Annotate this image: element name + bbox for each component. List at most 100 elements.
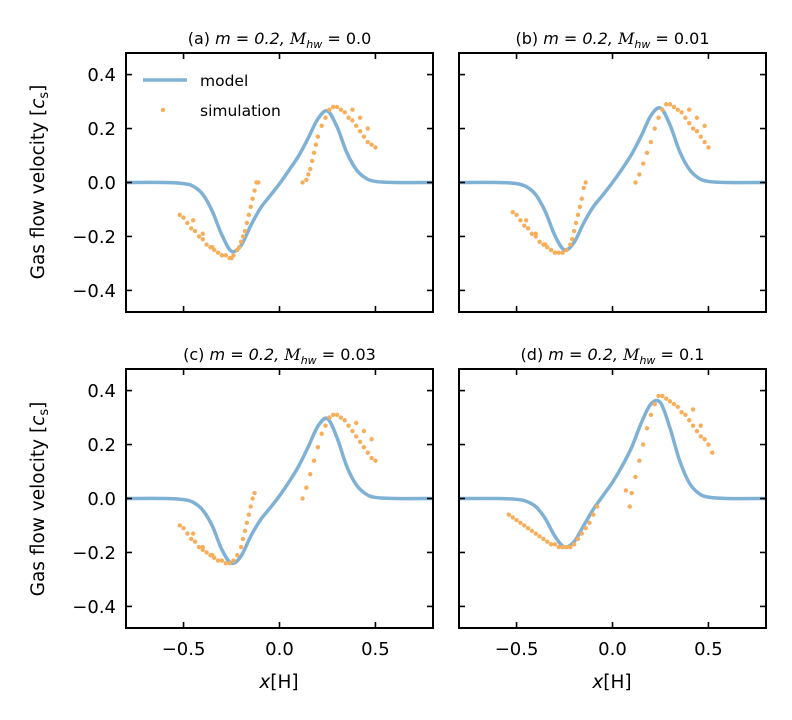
panel-d-sim-point	[533, 531, 538, 536]
panel-b-model-line	[459, 105, 766, 252]
panel-c-sim-point	[244, 520, 250, 525]
panel-d: −0.5 0.0 0.5 (d) m = 0.2, Mhw = 0.1	[458, 345, 767, 660]
x-axis-label-right: x[H]	[591, 672, 631, 693]
x-tick-label: −0.5	[495, 639, 539, 660]
panel-b-sim-point	[573, 220, 579, 226]
panel-c-sim-point	[354, 420, 359, 426]
y-axis-label-top: Gas flow velocity [cs]	[28, 85, 52, 280]
panel-d-sim-point	[564, 544, 569, 550]
panel-d-sim-point	[537, 534, 542, 539]
title-part: hw	[634, 38, 650, 51]
panel-c-sim-point	[319, 431, 324, 436]
panel-c-sim-point	[334, 412, 340, 418]
panel-d-sim-point	[660, 393, 665, 399]
panel-b-sim-point	[579, 196, 584, 201]
panel-d-sim-point	[623, 488, 629, 493]
panel-c-sim-point	[357, 439, 363, 445]
y-tick-label: 0.2	[87, 435, 116, 456]
panel-d-sim-point	[702, 436, 707, 442]
panel-b-sim-point	[556, 250, 561, 255]
panel-c-sim-point	[210, 552, 215, 558]
panel-c-title: (c) m = 0.2, Mhw = 0.03	[183, 345, 376, 367]
panel-a-sim-point	[357, 129, 363, 134]
title-part: hw	[306, 38, 322, 51]
panel-a-sim-point	[204, 242, 209, 247]
panel-d-plot-area	[459, 393, 766, 550]
panel-a-sim-point	[219, 253, 225, 258]
title-part: hw	[639, 354, 655, 367]
panel-c-sim-point	[342, 418, 347, 423]
panel-a-sim-point	[229, 255, 234, 261]
panel-c-model-line	[126, 416, 433, 566]
panel-a-sim-point	[190, 218, 196, 223]
panel-b-sim-point	[687, 120, 692, 126]
panel-d-sim-point	[652, 401, 657, 407]
panel-b-sim-point	[543, 242, 548, 247]
panel-d-sim-point	[568, 544, 573, 550]
title-part: = 0.01	[650, 29, 709, 48]
panel-d-sim-point	[629, 490, 634, 496]
panel-b-sim-point	[518, 218, 523, 223]
panel-a-sim-point	[315, 134, 321, 139]
panel-a-sim-point	[369, 142, 374, 147]
title-part: (c)	[183, 345, 209, 364]
panel-b-sim-point	[641, 161, 646, 166]
panel-b-sim-point	[694, 129, 700, 134]
y-tick-label: 0.2	[87, 119, 116, 140]
panel-d-title: (d) m = 0.2, Mhw = 0.1	[521, 345, 705, 367]
panel-a-sim-point	[304, 177, 309, 182]
panel-d-sim-point	[575, 536, 581, 542]
panel-c-sim-point	[231, 558, 236, 563]
title-part: (a)	[188, 29, 215, 48]
panel-b-sim-point	[671, 104, 677, 110]
title-part: m = 0.2,	[215, 29, 290, 48]
title-part: = 0.03	[317, 345, 376, 364]
panel-c-sim-point	[361, 445, 367, 450]
title-part: = 0.0	[322, 29, 371, 48]
panel-a-sim-point	[357, 115, 363, 120]
y-tick-label: 0.4	[87, 65, 116, 86]
panel-a-sim-point	[331, 104, 336, 110]
panel-d-sim-point	[560, 544, 565, 550]
panel-d-sim-point	[545, 539, 550, 544]
panel-c: −0.5 0.0 0.5 0.4 0.2 0.0 −0.2 −0.4 (c) m = 0.2, …	[72, 345, 434, 660]
panel-c-sim-point	[196, 544, 202, 550]
panel-a-sim-point	[200, 236, 205, 242]
y-tick-label: 0.0	[87, 173, 116, 194]
y-tick-label: −0.2	[72, 543, 116, 564]
y-tick-label: 0.0	[87, 489, 116, 510]
panel-b-sim-point	[652, 126, 657, 131]
panel-a-sim-point	[256, 180, 261, 185]
panel-b-sim-point	[552, 250, 558, 255]
panel-a-sim-point	[323, 115, 328, 120]
panel-d-sim-point	[710, 450, 715, 455]
panel-d-sim-point	[656, 393, 661, 399]
panel-c-sim-point	[346, 423, 351, 428]
panel-a-sim-point	[327, 107, 332, 112]
panel-a-sim-point	[300, 180, 305, 185]
panel-d-sim-point	[525, 525, 531, 531]
panel-c-sim-point	[361, 428, 367, 434]
panel-c-sim-point	[315, 445, 321, 450]
panel-c-sim-point	[373, 458, 378, 463]
panel-a-sim-point	[237, 245, 242, 250]
panel-c-sim-point	[300, 496, 305, 501]
panel-d-sim-point	[548, 542, 554, 547]
panel-b-sim-point	[667, 102, 673, 107]
panel-a-sim-point	[365, 139, 370, 145]
panel-c-sim-point	[369, 455, 374, 461]
panel-b-sim-point	[633, 180, 638, 185]
y-axis-label-bottom: Gas flow velocity [cs]	[28, 402, 52, 597]
panel-d-sim-point	[522, 523, 527, 528]
panel-a-sim-point	[210, 245, 215, 250]
y-tick-label: 0.4	[87, 381, 116, 402]
panel-a-sim-point	[196, 234, 202, 239]
y-tick-label: −0.4	[72, 597, 116, 618]
panel-b-sim-point	[560, 250, 565, 255]
panel-c-sim-point	[204, 550, 209, 555]
panel-a-sim-point	[361, 134, 367, 139]
panel-a-sim-point	[200, 231, 205, 236]
panel-c-sim-point	[192, 539, 198, 544]
panel-d-sim-point	[518, 520, 523, 525]
panel-c-sim-point	[185, 531, 190, 536]
